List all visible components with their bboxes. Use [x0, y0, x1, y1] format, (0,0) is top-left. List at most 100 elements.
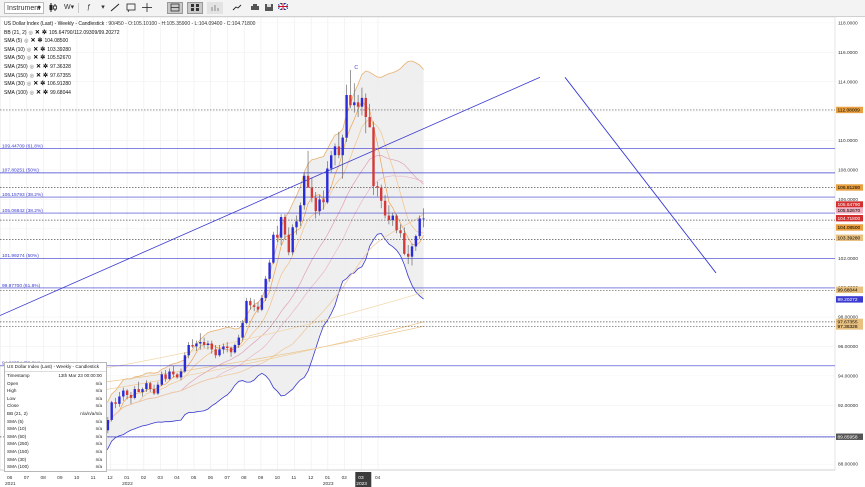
candle-body	[422, 218, 425, 220]
x-tick-label: 11	[291, 475, 296, 481]
downtrend-line	[564, 77, 717, 274]
data-window-row: SMA (30) n/a	[5, 456, 106, 464]
legend-indicator-row: SMA (50) ◎ ✕ ✲ 105.52670	[4, 54, 255, 63]
data-window-label: SMA (50)	[7, 433, 27, 439]
candle-body	[360, 97, 364, 107]
instrument-selector[interactable]: Instrument ▾	[4, 2, 44, 14]
candle-body	[222, 346, 225, 350]
remove-indicator-icon[interactable]: ✕	[34, 29, 40, 36]
visibility-icon[interactable]: ◎	[29, 89, 34, 96]
candle-body	[145, 383, 148, 390]
remove-indicator-icon[interactable]: ✕	[33, 55, 39, 62]
single-layout-icon[interactable]	[167, 2, 183, 14]
trend-tool-icon[interactable]	[230, 2, 244, 14]
print-icon[interactable]	[248, 2, 262, 14]
interval-label: W	[64, 4, 71, 11]
price-tag-label: 97.67355	[838, 320, 858, 326]
legend-indicator-row: SMA (100) ◎ ✕ ✲ 99.68044	[4, 89, 255, 98]
candle-body	[268, 262, 271, 279]
language-flag-icon[interactable]	[276, 2, 290, 14]
indicator-label: SMA (10)	[4, 46, 25, 53]
fib-level-label: 107.80251 (50%)	[2, 168, 39, 174]
candle-body	[349, 95, 352, 106]
indicator-label: SMA (30)	[4, 81, 25, 88]
candlestick-type-icon[interactable]	[46, 2, 60, 14]
candle-body	[183, 355, 187, 372]
draw-tool-icon[interactable]	[108, 2, 122, 14]
indicator-value: 105.52670	[47, 55, 71, 62]
settings-indicator-icon[interactable]: ✲	[43, 89, 49, 96]
price-tag-label: 97.36328	[838, 324, 858, 330]
price-tag-label: 104.08500	[838, 225, 861, 231]
x-tick-label: 10	[275, 475, 281, 481]
data-window-label: High	[7, 388, 17, 394]
x-tick-label: 12	[308, 475, 314, 481]
annotation-icon[interactable]	[124, 2, 138, 14]
x-tick-label: 01	[325, 475, 331, 481]
legend-indicator-row: SMA (10) ◎ ✕ ✲ 103.39280	[4, 46, 255, 55]
save-icon[interactable]	[262, 2, 276, 14]
indicator-icon[interactable]: ƒ	[87, 4, 91, 11]
visibility-icon[interactable]: ◎	[28, 29, 33, 36]
settings-indicator-icon[interactable]: ✲	[43, 63, 49, 70]
settings-indicator-icon[interactable]: ✲	[37, 38, 43, 45]
candle-body	[391, 215, 394, 220]
price-tag-box	[836, 296, 863, 303]
data-window-label: Close	[7, 403, 19, 409]
x-tick-label: 09	[258, 475, 264, 481]
sma-line	[103, 213, 424, 431]
data-window-row: SMA (250) n/a	[5, 440, 106, 448]
settings-indicator-icon[interactable]: ✲	[43, 72, 49, 79]
chart-settings-icon[interactable]	[207, 2, 223, 14]
remove-indicator-icon[interactable]: ✕	[33, 81, 39, 88]
price-chart[interactable]: 109.44709 (61.8%) 107.80251 (50%) 106.1579…	[0, 17, 865, 487]
candle-body	[345, 95, 348, 138]
y-tick-label: 92.00000	[838, 403, 858, 409]
data-window-value: n/a	[95, 464, 102, 470]
visibility-icon[interactable]: ◎	[24, 38, 29, 45]
visibility-icon[interactable]: ◎	[26, 81, 32, 88]
candle-body	[330, 155, 333, 169]
candle-body	[395, 215, 398, 231]
legend-indicator-row: BB (21, 2) ◎ ✕ ✲ 105.64790/112.09309/99.2027…	[4, 29, 255, 38]
visibility-icon[interactable]: ◎	[26, 55, 32, 62]
settings-indicator-icon[interactable]: ✲	[40, 81, 46, 88]
visibility-icon[interactable]: ◎	[29, 72, 34, 79]
y-tick-label: 98.00000	[838, 315, 858, 321]
candle-body	[353, 102, 356, 106]
legend-ohlc: : 90/450 - O:105.10100 - H:105.35900 - L…	[105, 21, 256, 27]
remove-indicator-icon[interactable]: ✕	[36, 63, 42, 70]
remove-indicator-icon[interactable]: ✕	[36, 72, 42, 79]
candle-body	[383, 200, 387, 216]
settings-indicator-icon[interactable]: ✲	[40, 55, 46, 62]
candle-body	[399, 230, 402, 234]
toolbar: Instrument ▾ W▾ ƒ ▾	[0, 0, 865, 17]
settings-indicator-icon[interactable]: ✲	[41, 29, 47, 36]
x-tick-label: 10	[74, 475, 80, 481]
data-window-label: SMA (100)	[7, 464, 29, 470]
candle-body	[118, 396, 121, 404]
indicator-label: BB (21, 2)	[4, 29, 27, 36]
y-tick-label: 118.0000	[838, 20, 858, 26]
candle-body	[218, 349, 221, 356]
settings-indicator-icon[interactable]: ✲	[40, 46, 46, 53]
chevron-down-icon[interactable]: ▾	[101, 4, 105, 11]
remove-indicator-icon[interactable]: ✕	[33, 46, 39, 53]
crosshair-icon[interactable]	[140, 2, 154, 14]
x-tick-label: 12	[107, 475, 113, 481]
candle-body	[129, 395, 133, 398]
price-tag-box	[836, 207, 863, 214]
visibility-icon[interactable]: ◎	[26, 46, 32, 53]
candle-body	[376, 186, 379, 188]
data-window-value: n/a	[95, 426, 102, 432]
remove-indicator-icon[interactable]: ✕	[30, 38, 36, 45]
visibility-icon[interactable]: ◎	[29, 63, 34, 70]
data-window-value: n/a	[95, 456, 102, 462]
grid-layout-icon[interactable]	[187, 2, 203, 14]
remove-indicator-icon[interactable]: ✕	[36, 89, 42, 96]
interval-selector[interactable]: W▾	[64, 2, 74, 14]
y-tick-label: 94.00000	[838, 373, 858, 379]
legend-indicator-row: SMA (30) ◎ ✕ ✲ 106.91280	[4, 80, 255, 89]
candle-body	[241, 322, 244, 338]
candle-body	[410, 246, 414, 257]
